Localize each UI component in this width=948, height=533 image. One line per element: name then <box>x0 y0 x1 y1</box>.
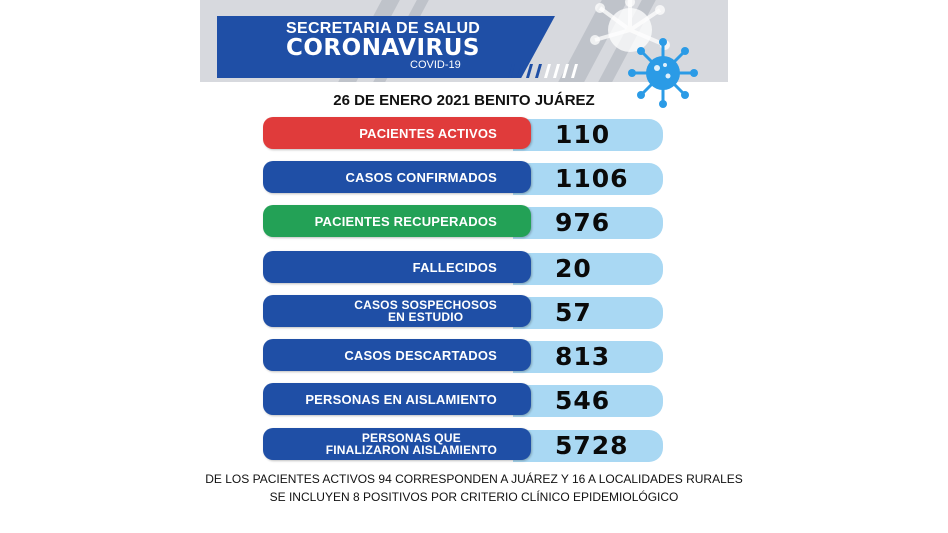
stat-row-confirmed: CASOS CONFIRMADOS 1106 <box>263 161 663 195</box>
stat-value: 5728 <box>555 431 629 460</box>
footer-line-1: DE LOS PACIENTES ACTIVOS 94 CORRESPONDEN… <box>205 472 743 486</box>
stat-value: 813 <box>555 342 611 371</box>
stat-row-recovered: PACIENTES RECUPERADOS 976 <box>263 205 663 239</box>
header-subtitle: COVID-19 <box>410 59 461 71</box>
stat-value: 976 <box>555 208 611 237</box>
stat-row-active: PACIENTES ACTIVOS 110 <box>263 117 663 151</box>
stat-label: CASOS DESCARTADOS <box>344 347 497 363</box>
stat-value: 57 <box>555 298 592 327</box>
stat-label: PERSONAS QUE FINALIZARON AISLAMIENTO <box>325 431 497 457</box>
stat-row-finished-isolation: PERSONAS QUE FINALIZARON AISLAMIENTO 572… <box>263 428 663 462</box>
stat-row-suspected: CASOS SOSPECHOSOS EN ESTUDIO 57 <box>263 295 663 329</box>
stat-label: CASOS SOSPECHOSOS EN ESTUDIO <box>354 298 497 324</box>
footer-line-2: SE INCLUYEN 8 POSITIVOS POR CRITERIO CLÍ… <box>269 490 679 504</box>
virus-watermark-icon <box>590 0 670 52</box>
stat-value: 20 <box>555 254 592 283</box>
stat-value: 110 <box>555 120 611 149</box>
stat-value: 546 <box>555 386 611 415</box>
stat-label: PACIENTES RECUPERADOS <box>314 213 497 229</box>
header-org: SECRETARIA DE SALUD <box>286 20 481 37</box>
stat-label: PERSONAS EN AISLAMIENTO <box>305 391 497 407</box>
stat-label: FALLECIDOS <box>412 259 497 275</box>
virus-icon <box>628 38 698 108</box>
stat-row-deceased: FALLECIDOS 20 <box>263 251 663 285</box>
footer-note: DE LOS PACIENTES ACTIVOS 94 CORRESPONDEN… <box>0 470 948 506</box>
stat-label: PACIENTES ACTIVOS <box>359 125 497 141</box>
stat-label: CASOS CONFIRMADOS <box>345 169 497 185</box>
infographic-poster: SECRETARIA DE SALUD CORONAVIRUS COVID-19 <box>200 0 728 533</box>
decorative-ticks <box>508 64 578 78</box>
header-title: CORONAVIRUS <box>286 35 480 61</box>
stat-value: 1106 <box>555 164 629 193</box>
report-date: 26 DE ENERO 2021 BENITO JUÁREZ <box>333 92 595 109</box>
header-title-box <box>217 16 555 78</box>
stat-row-isolation: PERSONAS EN AISLAMIENTO 546 <box>263 383 663 417</box>
stat-row-discarded: CASOS DESCARTADOS 813 <box>263 339 663 373</box>
